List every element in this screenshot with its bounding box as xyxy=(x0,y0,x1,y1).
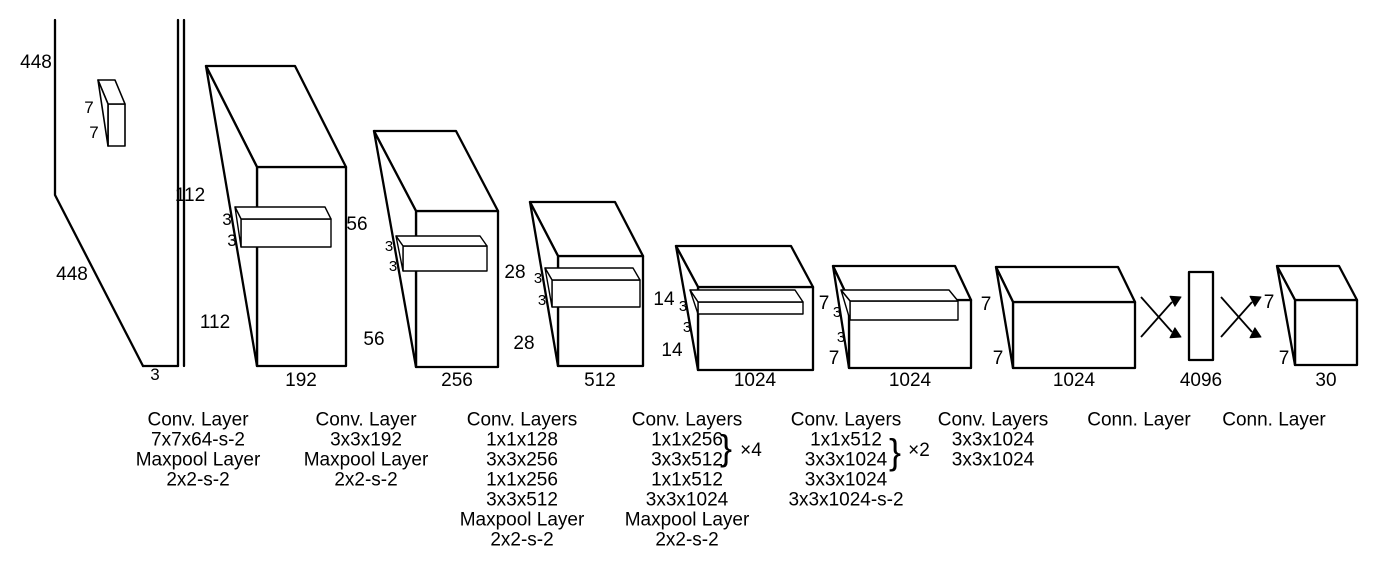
svg-text:112: 112 xyxy=(175,185,205,206)
svg-text:Conn. Layer: Conn. Layer xyxy=(1087,410,1191,431)
svg-text:7: 7 xyxy=(819,293,830,314)
svg-text:7: 7 xyxy=(89,123,98,142)
svg-text:7: 7 xyxy=(981,294,992,315)
svg-text:4096: 4096 xyxy=(1180,370,1222,391)
svg-text:1x1x256: 1x1x256 xyxy=(651,430,723,451)
svg-text:7: 7 xyxy=(84,98,93,117)
svg-text:3x3x1024: 3x3x1024 xyxy=(952,450,1035,471)
svg-text:3: 3 xyxy=(679,298,687,315)
svg-text:2x2-s-2: 2x2-s-2 xyxy=(655,530,718,551)
svg-text:1024: 1024 xyxy=(734,370,777,391)
svg-text:3x3x512: 3x3x512 xyxy=(486,490,558,511)
svg-text:14: 14 xyxy=(661,340,683,361)
svg-text:3: 3 xyxy=(222,210,231,229)
svg-text:Maxpool Layer: Maxpool Layer xyxy=(625,510,750,531)
svg-text:7x7x64-s-2: 7x7x64-s-2 xyxy=(151,430,245,451)
svg-text:7: 7 xyxy=(829,348,840,369)
svg-text:3x3x256: 3x3x256 xyxy=(486,450,558,471)
svg-text:3x3x1024-s-2: 3x3x1024-s-2 xyxy=(788,490,903,511)
svg-text:3x3x1024: 3x3x1024 xyxy=(805,450,888,471)
svg-text:112: 112 xyxy=(200,312,230,333)
svg-text:×4: ×4 xyxy=(740,440,762,461)
svg-text:3x3x512: 3x3x512 xyxy=(651,450,723,471)
svg-text:512: 512 xyxy=(584,370,616,391)
svg-text:1x1x512: 1x1x512 xyxy=(810,430,882,451)
svg-text:Conn. Layer: Conn. Layer xyxy=(1222,410,1326,431)
svg-text:1024: 1024 xyxy=(1053,370,1096,391)
svg-text:7: 7 xyxy=(1264,292,1275,313)
svg-text:3: 3 xyxy=(538,292,546,309)
svg-text:3: 3 xyxy=(227,231,236,250)
svg-text:3: 3 xyxy=(683,319,691,336)
svg-text:28: 28 xyxy=(513,333,534,354)
svg-text:1x1x256: 1x1x256 xyxy=(486,470,558,491)
svg-text:Maxpool Layer: Maxpool Layer xyxy=(460,510,585,531)
svg-text:}: } xyxy=(720,427,732,468)
svg-text:×2: ×2 xyxy=(908,440,930,461)
svg-text:Conv. Layer: Conv. Layer xyxy=(147,410,249,431)
svg-text:3x3x1024: 3x3x1024 xyxy=(952,430,1035,451)
svg-text:7: 7 xyxy=(993,348,1004,369)
svg-text:2x2-s-2: 2x2-s-2 xyxy=(334,470,397,491)
svg-text:3: 3 xyxy=(534,270,542,287)
svg-text:448: 448 xyxy=(20,52,52,73)
svg-text:Conv. Layer: Conv. Layer xyxy=(315,410,417,431)
svg-text:Conv. Layers: Conv. Layers xyxy=(467,410,578,431)
svg-text:256: 256 xyxy=(441,370,473,391)
svg-text:Conv. Layers: Conv. Layers xyxy=(938,410,1049,431)
svg-text:7: 7 xyxy=(1279,348,1290,369)
svg-text:Conv. Layers: Conv. Layers xyxy=(791,410,902,431)
svg-text:3: 3 xyxy=(389,258,397,275)
svg-text:1024: 1024 xyxy=(889,370,932,391)
svg-text:3: 3 xyxy=(150,365,159,384)
svg-text:3x3x192: 3x3x192 xyxy=(330,430,402,451)
svg-text:56: 56 xyxy=(363,329,384,350)
svg-text:3x3x1024: 3x3x1024 xyxy=(805,470,888,491)
svg-text:3: 3 xyxy=(837,329,845,346)
svg-text:3x3x1024: 3x3x1024 xyxy=(646,490,729,511)
svg-text:192: 192 xyxy=(285,370,317,391)
svg-text:1x1x512: 1x1x512 xyxy=(651,470,723,491)
svg-text:56: 56 xyxy=(346,214,367,235)
svg-text:30: 30 xyxy=(1315,370,1336,391)
svg-text:3: 3 xyxy=(833,304,841,321)
svg-text:1x1x128: 1x1x128 xyxy=(486,430,558,451)
svg-text:448: 448 xyxy=(56,264,88,285)
svg-text:14: 14 xyxy=(653,289,675,310)
svg-text:2x2-s-2: 2x2-s-2 xyxy=(490,530,553,551)
svg-text:Maxpool Layer: Maxpool Layer xyxy=(304,450,429,471)
svg-text:3: 3 xyxy=(385,238,393,255)
svg-text:28: 28 xyxy=(504,262,525,283)
svg-text:2x2-s-2: 2x2-s-2 xyxy=(166,470,229,491)
svg-text:Maxpool Layer: Maxpool Layer xyxy=(136,450,261,471)
svg-text:}: } xyxy=(889,431,901,472)
